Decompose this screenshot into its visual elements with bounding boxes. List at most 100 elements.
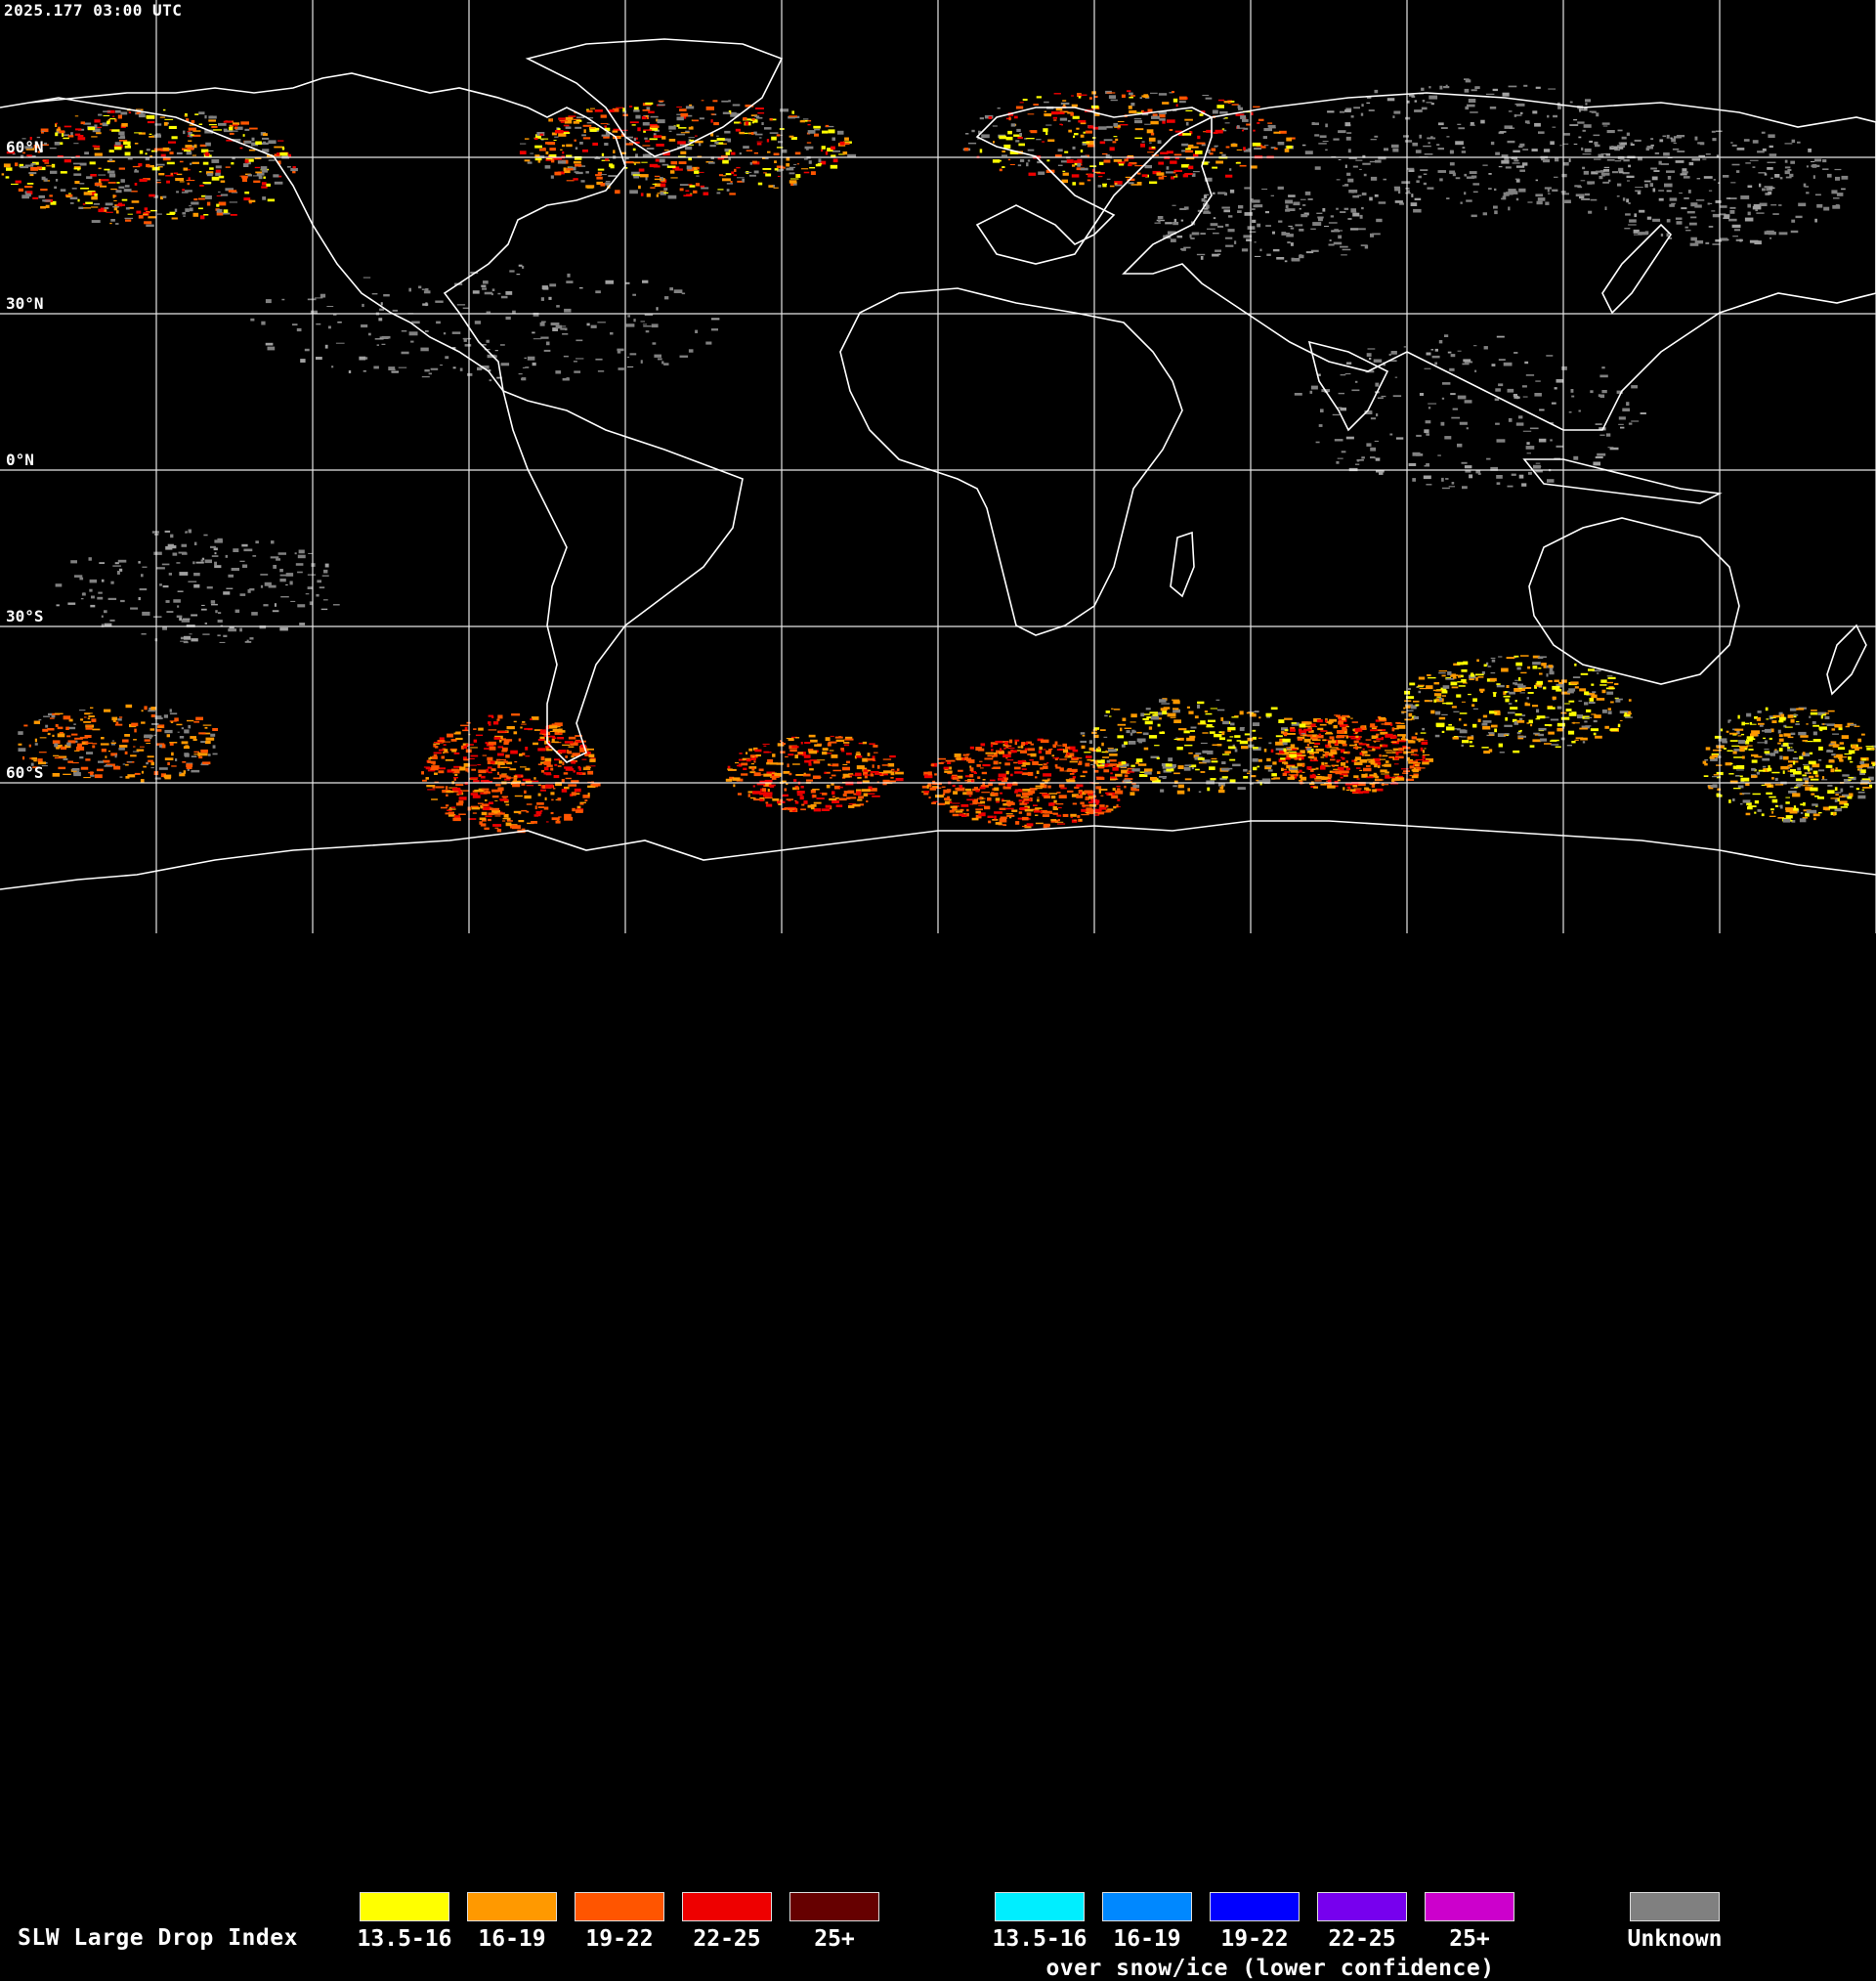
cloud-pixel: [1578, 136, 1582, 139]
cloud-pixel: [1374, 440, 1379, 442]
cloud-pixel: [1482, 725, 1491, 730]
cloud-pixel: [575, 163, 582, 167]
cloud-pixel: [1623, 714, 1631, 717]
cloud-pixel: [724, 130, 731, 134]
cloud-pixel: [1494, 188, 1497, 192]
cloud-pixel: [1549, 668, 1554, 671]
cloud-pixel: [1013, 115, 1018, 119]
cloud-pixel: [1783, 724, 1787, 728]
cloud-pixel: [831, 146, 835, 151]
cloud-pixel: [229, 626, 234, 630]
cloud-pixel: [751, 121, 754, 124]
cloud-pixel: [290, 168, 298, 172]
cloud-pixel: [204, 114, 207, 119]
cloud-pixel: [24, 186, 33, 189]
cloud-pixel: [505, 822, 512, 827]
cloud-pixel: [1213, 217, 1216, 220]
cloud-pixel: [1086, 811, 1094, 815]
cloud-pixel: [794, 754, 798, 758]
cloud-pixel: [478, 769, 487, 774]
cloud-pixel: [1812, 175, 1815, 179]
cloud-pixel: [1338, 392, 1344, 395]
cloud-pixel: [1784, 170, 1790, 175]
cloud-pixel: [115, 190, 122, 194]
cloud-pixel: [521, 377, 524, 381]
cloud-pixel: [1422, 727, 1425, 731]
cloud-pixel: [1181, 143, 1189, 147]
cloud-pixel: [216, 208, 223, 213]
cloud-pixel: [1308, 742, 1315, 744]
cloud-pixel: [1366, 744, 1370, 747]
cloud-pixel: [969, 774, 974, 778]
cloud-pixel: [1294, 756, 1299, 760]
cloud-pixel: [540, 138, 549, 140]
cloud-pixel: [1002, 754, 1011, 757]
cloud-pixel: [550, 792, 555, 796]
cloud-pixel: [1297, 762, 1305, 767]
cloud-pixel: [179, 181, 185, 183]
cloud-pixel: [1440, 687, 1447, 691]
cloud-pixel: [1431, 355, 1440, 359]
cloud-pixel: [481, 788, 490, 791]
cloud-pixel: [705, 106, 714, 110]
cloud-pixel: [88, 557, 92, 561]
cloud-pixel: [1340, 773, 1348, 776]
cloud-pixel: [1708, 190, 1713, 192]
cloud-pixel: [1614, 682, 1619, 685]
cloud-pixel: [708, 161, 715, 164]
cloud-pixel: [1160, 151, 1169, 154]
cloud-pixel: [509, 768, 517, 771]
cloud-pixel: [1078, 760, 1083, 765]
cloud-pixel: [1465, 79, 1471, 83]
cloud-pixel: [1314, 735, 1324, 739]
cloud-pixel: [120, 599, 125, 603]
cloud-pixel: [1391, 751, 1397, 753]
cloud-pixel: [1505, 716, 1508, 721]
cloud-pixel: [1607, 708, 1611, 711]
cloud-pixel: [101, 615, 104, 618]
cloud-pixel: [253, 180, 261, 183]
cloud-pixel: [323, 569, 328, 574]
cloud-pixel: [1185, 121, 1189, 126]
cloud-pixel: [19, 163, 24, 168]
cloud-pixel: [1556, 706, 1562, 710]
cloud-pixel: [863, 793, 869, 797]
cloud-pixel: [1803, 777, 1810, 781]
cloud-pixel: [1393, 186, 1400, 189]
cloud-pixel: [1330, 758, 1336, 761]
cloud-pixel: [220, 624, 224, 626]
cloud-pixel: [381, 343, 386, 345]
cloud-pixel: [136, 210, 142, 214]
cloud-pixel: [1336, 714, 1341, 717]
cloud-pixel: [292, 323, 298, 326]
cloud-pixel: [1547, 114, 1550, 118]
cloud-pixel: [1498, 656, 1503, 658]
cloud-pixel: [1283, 751, 1290, 755]
cloud-pixel: [530, 718, 533, 720]
cloud-pixel: [1114, 181, 1123, 185]
cloud-pixel: [984, 757, 994, 760]
cloud-pixel: [1018, 811, 1023, 814]
cloud-pixel: [539, 133, 544, 136]
cloud-pixel: [1411, 194, 1414, 197]
cloud-pixel: [1224, 117, 1228, 119]
cloud-pixel: [554, 731, 563, 735]
cloud-pixel: [1638, 232, 1645, 236]
cloud-pixel: [813, 125, 821, 129]
cloud-pixel: [514, 795, 523, 797]
cloud-pixel: [1555, 746, 1561, 748]
cloud-pixel: [1398, 190, 1401, 194]
cloud-pixel: [1624, 228, 1631, 230]
cloud-pixel: [1043, 763, 1047, 765]
cloud-pixel: [1141, 174, 1148, 178]
cloud-pixel: [1551, 402, 1556, 405]
cloud-pixel: [1516, 103, 1525, 107]
cloud-pixel: [1369, 357, 1372, 361]
cloud-pixel: [1266, 253, 1271, 256]
cloud-pixel: [205, 142, 211, 147]
cloud-pixel: [545, 821, 549, 823]
cloud-pixel: [74, 133, 81, 136]
cloud-pixel: [1290, 728, 1296, 732]
cloud-pixel: [1392, 776, 1399, 780]
cloud-pixel: [864, 774, 868, 779]
